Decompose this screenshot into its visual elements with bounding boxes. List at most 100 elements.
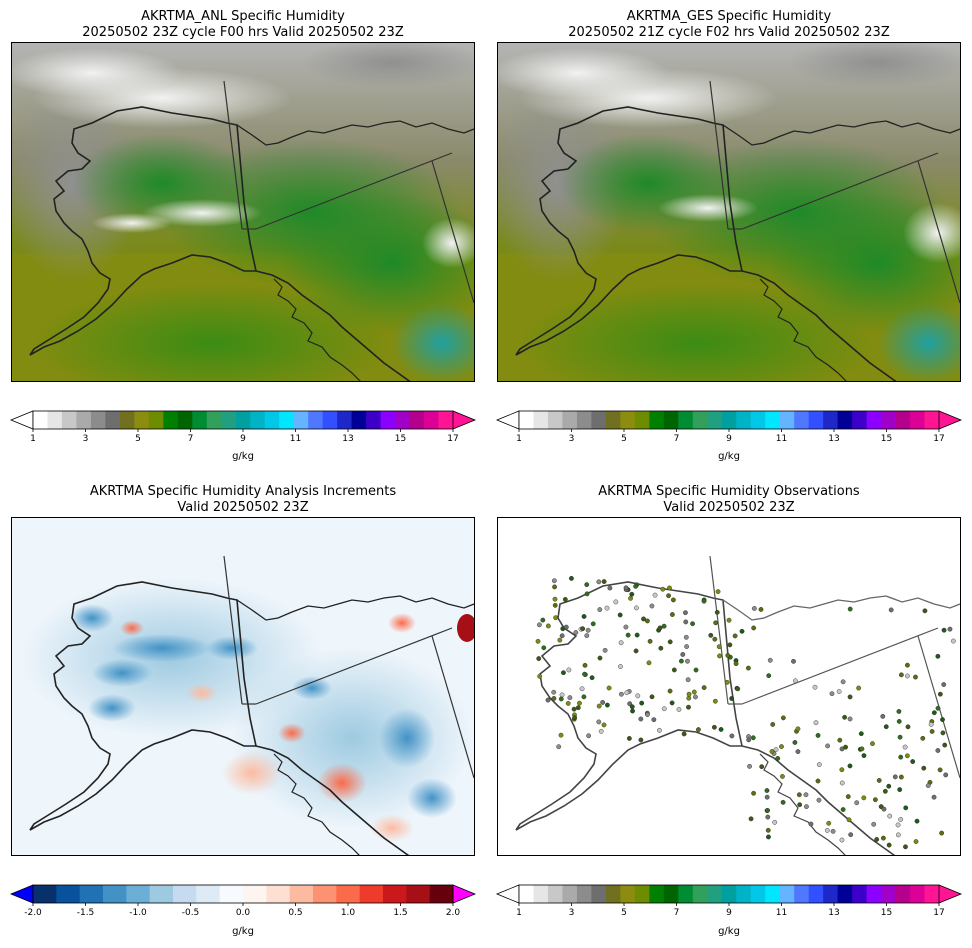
colorbar-swatch [895, 411, 911, 429]
observation-dots [535, 575, 956, 850]
colorbar-tick-label: 7 [674, 908, 680, 918]
observation-dot [628, 595, 633, 601]
colorbar-swatch [823, 411, 839, 429]
colorbar-swatch [221, 411, 237, 429]
observation-dot [765, 827, 771, 833]
observation-dot [905, 662, 910, 668]
colorbar-swatch [910, 411, 926, 429]
observation-dot [623, 585, 629, 591]
observation-dot [765, 814, 771, 820]
colorbar-tick-label: 13 [828, 434, 839, 444]
observation-dot [808, 821, 814, 827]
colorbar-swatch [105, 411, 121, 429]
observation-dot [940, 730, 946, 736]
observation-dot [937, 691, 943, 697]
observation-dot [618, 664, 623, 669]
colorbar-swatch [90, 411, 106, 429]
colorbar-tick-label: 0.5 [288, 908, 302, 918]
colorbar-under-extension [495, 884, 520, 904]
observation-dot [886, 842, 892, 848]
observation-dot [941, 627, 947, 633]
colorbar-swatch [649, 885, 665, 903]
observation-dot [939, 830, 945, 836]
map-guess[interactable] [497, 42, 961, 382]
colorbar-increments: -2.0 -1.5 -1.0 -0.5 0.0 0.5 1.0 1.5 2.0 [9, 883, 477, 918]
colorbar-increments-svg: -2.0 -1.5 -1.0 -0.5 0.0 0.5 1.0 1.5 2.0 [9, 884, 477, 918]
observation-dot [839, 837, 845, 843]
observation-dot [871, 821, 877, 827]
colorbar-swatch [837, 885, 853, 903]
observation-dot [813, 720, 819, 726]
observation-dot [551, 578, 557, 584]
observation-dot [701, 598, 707, 604]
observation-dot [898, 774, 904, 780]
observation-dot [626, 736, 632, 741]
observation-dot [898, 817, 904, 822]
colorbar-under-extension [9, 410, 34, 430]
map-increments[interactable] [11, 517, 475, 856]
observation-dot [579, 686, 585, 692]
colorbar-swatch [219, 885, 244, 903]
colorbar-under-extension [495, 410, 520, 430]
observation-dot [666, 593, 671, 599]
observation-dot [630, 708, 635, 714]
observation-dot [729, 733, 735, 739]
observation-dot [584, 591, 590, 597]
observation-dot [905, 753, 910, 759]
observation-dot [602, 647, 608, 653]
observation-dot [950, 638, 956, 644]
colorbar-swatch [322, 411, 338, 429]
observation-dot [826, 820, 832, 826]
colorbar-tick-label: 11 [290, 434, 301, 444]
colorbar-swatch [264, 411, 280, 429]
colorbar-swatch [605, 411, 621, 429]
observation-dot [551, 696, 557, 701]
observation-dot [767, 657, 773, 663]
observation-dot [898, 672, 904, 678]
observation-dot [735, 686, 741, 692]
observation-dot [572, 715, 578, 721]
observation-dot [733, 661, 739, 667]
observation-dot [847, 606, 853, 612]
colorbar-swatch [61, 411, 77, 429]
colorbar-swatch [852, 885, 868, 903]
observation-dot [942, 742, 948, 748]
observation-dot [563, 624, 569, 630]
observation-dot [812, 684, 818, 690]
observation-dot [751, 625, 757, 631]
observation-dot [629, 704, 635, 710]
colorbar-tick-label: -1.0 [129, 908, 147, 918]
colorbar-swatch [359, 885, 384, 903]
colorbar-swatch [547, 411, 563, 429]
map-analysis[interactable] [11, 42, 475, 382]
colorbar-swatch [547, 885, 563, 903]
observation-dot [848, 832, 854, 838]
observation-dot [816, 797, 822, 803]
colorbar-swatch [765, 885, 781, 903]
observation-dot [726, 617, 732, 623]
panel-3-title-line2: Valid 20250502 23Z [177, 500, 309, 515]
observation-dot [584, 582, 590, 588]
colorbar-swatch [794, 411, 810, 429]
colorbar-swatch [380, 411, 396, 429]
colorbar-swatch [678, 411, 694, 429]
colorbar-swatch [533, 885, 549, 903]
colorbar-swatch [634, 885, 650, 903]
colorbar-observations-svg: 1 3 5 7 9 11 13 15 17 [495, 884, 963, 918]
observation-dot [634, 605, 639, 611]
colorbar-tick-label: 15 [881, 434, 892, 444]
panel-2-title: AKRTMA_GES Specific Humidity 20250502 21… [497, 9, 961, 41]
colorbar-swatch [336, 885, 361, 903]
observation-dot [652, 592, 658, 598]
colorbar-swatch [424, 411, 440, 429]
observation-dot [895, 832, 901, 838]
observation-dot [947, 626, 953, 632]
colorbar-swatch [750, 885, 766, 903]
observation-dot [558, 696, 564, 702]
observation-dot [941, 682, 947, 687]
observation-dot [793, 678, 798, 684]
observation-dot [660, 586, 666, 592]
map-observations[interactable] [497, 517, 961, 856]
observation-dot [638, 737, 644, 743]
observation-dot [854, 800, 860, 806]
